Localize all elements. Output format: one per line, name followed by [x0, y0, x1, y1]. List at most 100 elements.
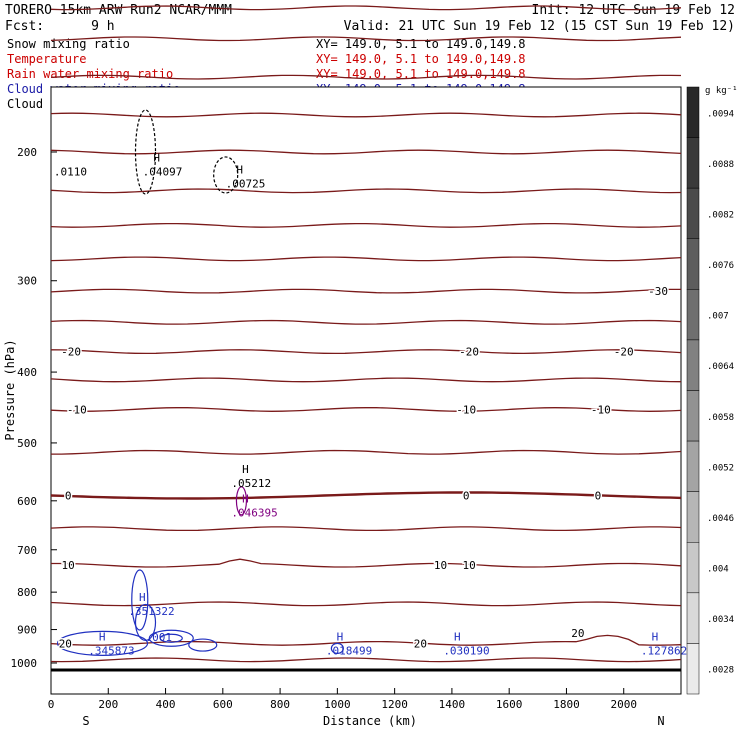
- isotherm-label: -20: [614, 346, 634, 359]
- colorbar-label: .004: [707, 565, 729, 575]
- maximum-value-label: .05212: [231, 477, 271, 490]
- isotherm-label: 20: [571, 627, 584, 640]
- maximum-marker: H: [139, 591, 146, 604]
- isotherm-label: -10: [591, 403, 611, 416]
- x-tick-label: 400: [156, 698, 176, 711]
- maximum-value-label: .018499: [326, 645, 372, 658]
- isotherm: [50, 36, 682, 42]
- mixing-ratio-contour: [213, 156, 239, 194]
- colorbar-swatch: [686, 491, 700, 543]
- colorbar-swatch: [686, 187, 700, 240]
- x-tick-label: 0: [48, 698, 55, 711]
- temperature-isotherms: [50, 5, 682, 663]
- isotherm: [50, 319, 682, 325]
- x-tick-label: 1800: [553, 698, 580, 711]
- isotherm-label: -30: [648, 285, 668, 298]
- south-label: S: [82, 714, 89, 728]
- mixing-ratio-contour: [56, 630, 149, 656]
- isotherm-label: -10: [456, 403, 476, 416]
- isotherm-label: 10: [434, 559, 447, 572]
- legend-item-label: Temperature: [7, 52, 86, 66]
- x-axis-label: Distance (km): [323, 714, 417, 728]
- colorbar-label: .0064: [707, 362, 734, 372]
- maximum-marker: H: [454, 631, 461, 644]
- plot-area: [50, 86, 682, 695]
- colorbar-label: .0076: [707, 261, 734, 271]
- colorbar-label: .0046: [707, 514, 734, 524]
- isotherm: [50, 526, 682, 532]
- isotherm-label: -20: [459, 346, 479, 359]
- colorbar-label: .0094: [707, 109, 734, 119]
- isotherm: [50, 112, 682, 118]
- legend-item-coords: XY= 149.0, 5.1 to 149.0,149.8: [316, 67, 526, 81]
- y-tick-label: 300: [17, 275, 37, 288]
- colorbar-label: .0034: [707, 615, 734, 625]
- x-tick-label: 1200: [381, 698, 408, 711]
- mixing-ratio-contour: [148, 629, 194, 647]
- y-tick-label: 200: [17, 146, 37, 159]
- colorbar-swatch: [686, 592, 700, 644]
- mixing-ratio-contour: [330, 642, 344, 654]
- isotherm-label: 0: [463, 489, 470, 502]
- y-tick-label: 900: [17, 624, 37, 637]
- colorbar-swatch: [686, 137, 700, 189]
- maximum-value-label: .04097: [143, 165, 183, 178]
- isotherm-label: 20: [414, 637, 427, 650]
- isotherm: [50, 491, 682, 500]
- isotherm-label: 0: [595, 489, 602, 502]
- maximum-value-label: .046395: [231, 507, 277, 520]
- forecast-hour: Fcst: 9 h: [5, 19, 115, 34]
- legend-item-label: Rain water mixing ratio: [7, 67, 173, 81]
- y-tick-label: 500: [17, 437, 37, 450]
- y-axis-label: Pressure (hPa): [3, 339, 17, 440]
- isotherm: [51, 449, 682, 455]
- colorbar-swatch: [686, 289, 700, 341]
- isotherm-label: 20: [59, 637, 72, 650]
- isotherm: [50, 74, 682, 80]
- isotherm: [50, 601, 682, 607]
- maximum-marker: H: [652, 631, 659, 644]
- mixing-ratio-contour: [235, 486, 248, 516]
- isotherm: [51, 558, 682, 568]
- maximum-marker: H: [337, 631, 344, 644]
- y-tick-label: 1000: [11, 657, 38, 670]
- colorbar-swatch: [686, 542, 700, 594]
- colorbar-swatch: [686, 643, 700, 695]
- hydrometeor-contours: [56, 109, 344, 656]
- colorbar: .0094 .0088 .0082 .0076 .007 .0064 .0058 .0052.…: [686, 86, 734, 695]
- init-time: Init: 12 UTC Sun 19 Feb 12: [532, 3, 736, 18]
- colorbar-label: .0058: [707, 413, 734, 423]
- x-tick-label: 1400: [439, 698, 466, 711]
- colorbar-swatch: [686, 238, 700, 290]
- isotherm: [50, 256, 682, 262]
- legend-item-coords: XY= 149.0, 5.1 to 149.0,149.8: [316, 37, 526, 51]
- x-tick-label: 1000: [324, 698, 351, 711]
- maximum-value-label: .001: [146, 631, 173, 644]
- y-tick-label: 600: [17, 495, 37, 508]
- mixing-ratio-contour: [134, 109, 157, 195]
- colorbar-swatch: [686, 339, 700, 391]
- colorbar-swatch: [686, 86, 700, 138]
- mixing-ratio-contour: [188, 638, 218, 652]
- axes: 0 200 400 600 800 1000 1200 1400 1600 1800 2000200…: [11, 146, 637, 711]
- isotherm: [50, 288, 681, 294]
- maximum-marker: H: [99, 631, 106, 644]
- maximum-marker: H: [242, 493, 249, 506]
- mixing-ratio-contour: [159, 633, 183, 643]
- isotherm: [50, 407, 682, 412]
- temperature-labels: -30 -20 -20 -20 -10 -10 -10 0 0 0 10 10 10 20 20 20: [57, 284, 669, 652]
- maximum-marker: H: [242, 463, 249, 476]
- x-tick-label: 1600: [496, 698, 523, 711]
- maximum-value-label: .127862: [641, 645, 687, 658]
- maximum-value-label: .0110: [54, 165, 87, 178]
- colorbar-label: .007: [707, 312, 729, 322]
- isotherm: [50, 349, 682, 355]
- isotherm-label: 10: [62, 559, 75, 572]
- isotherm-label: -20: [61, 346, 81, 359]
- maximum-value-label: .345873: [88, 645, 134, 658]
- isotherm-label: 0: [65, 489, 72, 502]
- x-tick-label: 600: [213, 698, 233, 711]
